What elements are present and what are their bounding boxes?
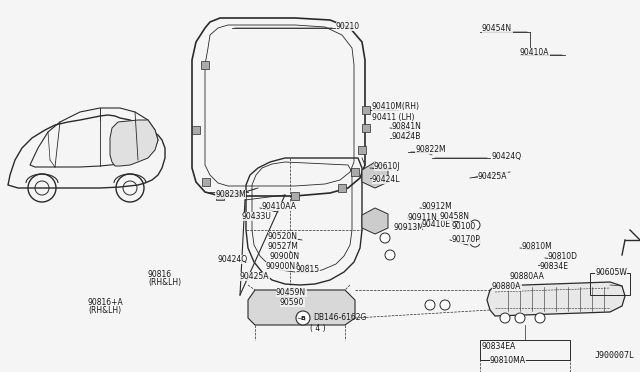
Circle shape <box>385 250 395 260</box>
Text: 90822M: 90822M <box>415 145 445 154</box>
Circle shape <box>375 215 385 225</box>
Text: 90425A: 90425A <box>478 172 508 181</box>
Text: 90913M: 90913M <box>393 223 424 232</box>
Circle shape <box>440 300 450 310</box>
Text: ( 4 ): ( 4 ) <box>310 324 326 333</box>
Bar <box>201 61 209 69</box>
Text: 90810M: 90810M <box>522 242 553 251</box>
Text: 90424B: 90424B <box>392 132 421 141</box>
Text: 90834E: 90834E <box>540 262 569 271</box>
Bar <box>358 146 366 154</box>
Bar <box>202 178 210 186</box>
Text: 90410E: 90410E <box>422 220 451 229</box>
Text: 90912M: 90912M <box>422 202 452 211</box>
Text: 90880A: 90880A <box>492 282 522 291</box>
Text: 90900NA: 90900NA <box>265 262 300 271</box>
Text: DB146-6162G: DB146-6162G <box>313 314 366 323</box>
Text: 90170P: 90170P <box>452 235 481 244</box>
Text: 90520N: 90520N <box>268 232 298 241</box>
Text: 90590: 90590 <box>280 298 305 307</box>
Text: 90458N: 90458N <box>440 212 470 221</box>
Circle shape <box>535 313 545 323</box>
Text: 90433U: 90433U <box>242 212 272 221</box>
Text: 90823M: 90823M <box>215 190 246 199</box>
Text: 90424L: 90424L <box>372 175 401 184</box>
Circle shape <box>470 220 480 230</box>
Circle shape <box>500 313 510 323</box>
Text: 90527M: 90527M <box>268 242 299 251</box>
Text: 90424Q: 90424Q <box>218 255 248 264</box>
Text: 90816: 90816 <box>148 270 172 279</box>
Text: 90880AA: 90880AA <box>510 272 545 281</box>
Polygon shape <box>487 282 625 316</box>
Text: 90841N: 90841N <box>392 122 422 131</box>
Text: 90411 (LH): 90411 (LH) <box>372 113 415 122</box>
Text: 90900N: 90900N <box>270 252 300 261</box>
Text: (RH&LH): (RH&LH) <box>88 306 121 315</box>
Text: 90834EA: 90834EA <box>482 342 516 351</box>
Text: 90816+A: 90816+A <box>88 298 124 307</box>
Text: 90815: 90815 <box>295 265 319 274</box>
Text: 90911N: 90911N <box>408 213 438 222</box>
Polygon shape <box>362 208 388 234</box>
Text: 90810D: 90810D <box>548 252 578 261</box>
Circle shape <box>470 237 480 247</box>
Bar <box>351 168 359 176</box>
Text: 90424Q: 90424Q <box>492 152 522 161</box>
Bar <box>362 106 370 114</box>
Text: 90410A: 90410A <box>520 48 550 57</box>
Bar <box>362 124 370 132</box>
Text: 90410M(RH): 90410M(RH) <box>372 102 420 111</box>
Text: 90459N: 90459N <box>276 288 306 297</box>
Text: 90605W: 90605W <box>595 268 627 277</box>
Bar <box>338 184 346 192</box>
Bar <box>216 192 224 200</box>
Circle shape <box>425 300 435 310</box>
Text: B: B <box>301 315 305 321</box>
Text: 90100: 90100 <box>452 222 476 231</box>
Circle shape <box>296 311 310 325</box>
Text: 90610J: 90610J <box>374 162 401 171</box>
Text: 90210: 90210 <box>336 22 360 31</box>
Polygon shape <box>110 120 158 166</box>
Text: 90454N: 90454N <box>482 24 512 33</box>
Circle shape <box>380 233 390 243</box>
Bar <box>192 126 200 134</box>
Bar <box>291 192 299 200</box>
Polygon shape <box>248 290 355 325</box>
Circle shape <box>515 313 525 323</box>
Text: J900007L: J900007L <box>595 351 635 360</box>
Text: 90810MA: 90810MA <box>490 356 526 365</box>
Text: 90425A: 90425A <box>240 272 269 281</box>
Text: (RH&LH): (RH&LH) <box>148 278 181 287</box>
Text: 90410AA: 90410AA <box>262 202 297 211</box>
Polygon shape <box>362 162 388 188</box>
